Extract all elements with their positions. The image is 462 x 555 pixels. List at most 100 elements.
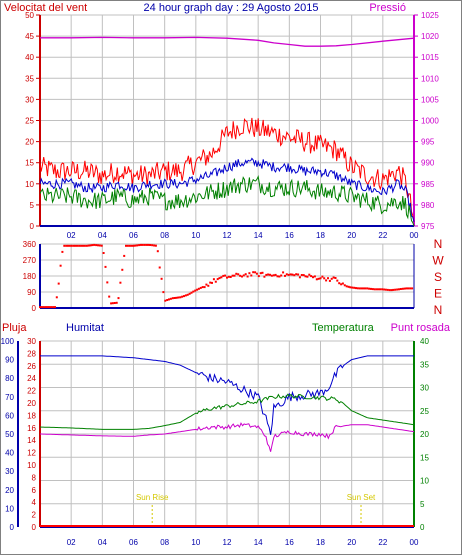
left-tick-label: 5 [30,201,35,210]
direction-point [285,273,288,276]
x-tick-label: 00 [410,538,419,547]
direction-point [327,277,329,280]
direction-point [381,288,384,291]
x-tick-label: 16 [285,538,294,547]
direction-point [169,297,172,300]
panel2-grid [39,243,415,309]
x-tick-label: 18 [316,538,325,547]
direction-point [403,287,406,290]
humidity-tick-label: 70 [5,393,14,402]
direction-point [300,274,303,276]
direction-point [87,244,90,247]
left-tick-label: 10 [25,180,34,189]
direction-point [233,274,236,277]
direction-point [315,278,318,281]
direction-point [295,273,298,276]
direction-point [267,273,270,276]
x-tick-label: 02 [67,231,76,240]
direction-point [313,275,316,278]
direction-point [117,297,120,300]
x-tick-label: 22 [378,231,387,240]
x-tick-label: 14 [254,538,263,547]
temp-tick-label: 30 [420,384,429,393]
left-tick-label: 45 [25,32,34,41]
direction-point [255,272,258,275]
rain-tick-label: 18 [27,411,36,420]
rain-tick-label: 8 [32,473,37,482]
humidity-tick-label: 20 [5,486,14,495]
direction-point [207,284,210,287]
direction-point [173,297,176,299]
direction-tick-label: 270 [23,256,37,265]
direction-point [199,286,202,289]
direction-point [317,277,320,280]
direction-point [95,244,98,247]
direction-point [274,273,277,276]
direction-point [321,275,324,278]
compass-label: N [434,303,443,317]
direction-point [280,274,283,277]
direction-point [89,244,92,247]
direction-point [334,277,337,279]
rain-tick-label: 22 [27,387,36,396]
direction-point [306,275,309,278]
humidity-tick-label: 90 [5,356,14,365]
direction-point [244,273,247,276]
direction-point [302,274,305,277]
direction-point [78,244,81,247]
direction-point [197,287,200,290]
direction-point [110,302,113,305]
direction-point [214,280,217,283]
direction-point [319,277,322,280]
direction-point [287,273,290,276]
direction-point [278,275,281,278]
rain-tick-label: 24 [27,374,36,383]
direction-point [392,288,395,291]
direction-point [398,288,400,291]
direction-point [224,274,227,277]
direction-point [366,287,369,290]
direction-point [371,288,374,291]
humidity-label: Humitat [66,322,104,334]
compass-label: W [432,254,444,268]
right-tick-label: 1005 [421,95,439,104]
sunrise-label: Sun Rise [136,493,169,502]
direction-point [104,265,107,268]
direction-point [67,244,69,247]
x-tick-label: 22 [378,538,387,547]
direction-point [323,277,326,280]
right-tick-label: 990 [421,159,435,168]
x-tick-label: 20 [347,231,356,240]
direction-point [360,287,363,290]
humidity-tick-label: 50 [5,430,14,439]
compass-label: S [434,270,442,284]
direction-point [65,244,68,247]
direction-point [216,278,219,281]
x-tick-label: 04 [98,538,107,547]
right-tick-label: 980 [421,201,435,210]
direction-point [168,298,170,301]
direction-point [276,275,279,278]
direction-point [179,296,182,299]
direction-point [141,243,144,246]
direction-point [252,271,255,274]
direction-point [138,244,141,247]
direction-point [57,282,60,285]
direction-point [388,289,391,292]
direction-point [231,274,234,277]
x-tick-label: 10 [191,231,200,240]
direction-point [355,287,357,290]
direction-point [349,286,352,289]
temp-tick-label: 5 [420,500,425,509]
x-tick-label: 08 [160,538,169,547]
x-tick-label: 18 [316,231,325,240]
direction-point [181,295,184,298]
direction-point [229,276,232,278]
direction-point [201,286,204,289]
rain-tick-label: 16 [27,424,36,433]
wind-speed-label: Velocitat del vent [4,2,87,14]
direction-point [100,244,103,247]
direction-point [347,285,350,288]
direction-point [134,244,137,247]
